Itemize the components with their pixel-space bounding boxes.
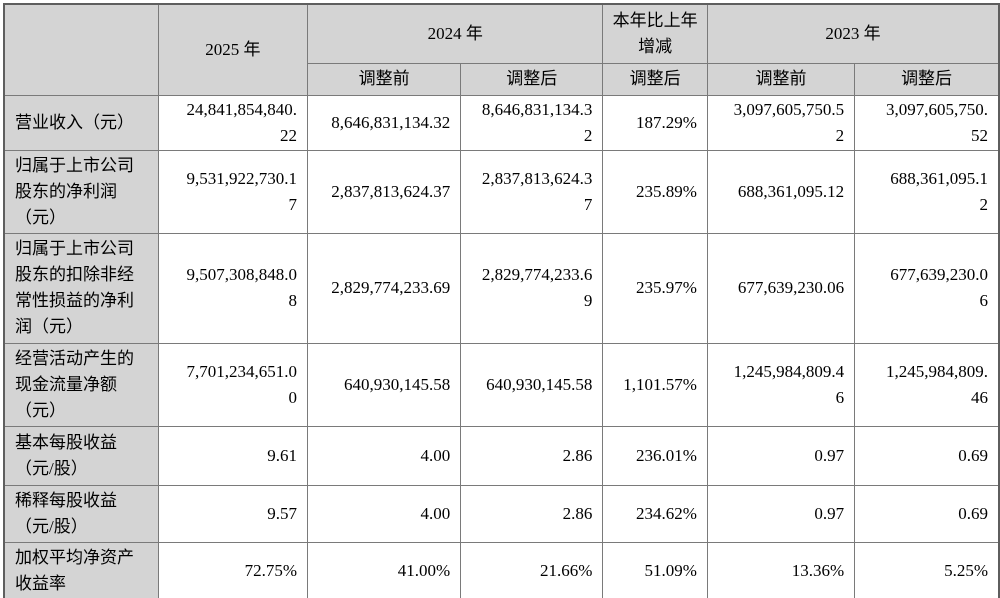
value-2024-after: 2.86 (460, 425, 604, 486)
value-2023-after: 0.69 (854, 484, 1000, 543)
value-yoy-change: 234.62% (602, 484, 708, 543)
corner-cell (3, 3, 159, 96)
value-yoy-change: 235.97% (602, 232, 708, 344)
row-label: 归属于上市公司股东的扣除非经常性损益的净利润（元） (3, 232, 159, 344)
row-label: 稀释每股收益（元/股） (3, 484, 159, 543)
value-2025: 9,507,308,848.08 (157, 232, 309, 344)
table-row: 基本每股收益（元/股） 9.61 4.00 2.86 236.01% 0.97 … (3, 425, 1000, 486)
header-2023: 2023 年 (706, 3, 1000, 64)
value-yoy-change: 51.09% (602, 541, 708, 598)
value-2024-after: 640,930,145.58 (460, 342, 604, 427)
table-row: 经营活动产生的现金流量净额（元） 7,701,234,651.00 640,93… (3, 342, 1000, 427)
value-2024-after: 2.86 (460, 484, 604, 543)
value-2024-before: 4.00 (307, 484, 462, 543)
value-2023-before: 0.97 (706, 425, 856, 486)
value-2023-after: 3,097,605,750.52 (854, 94, 1000, 151)
table-row: 加权平均净资产收益率 72.75% 41.00% 21.66% 51.09% 1… (3, 541, 1000, 598)
value-2025: 24,841,854,840.22 (157, 94, 309, 151)
value-2023-before: 0.97 (706, 484, 856, 543)
value-2023-after: 0.69 (854, 425, 1000, 486)
value-2023-after: 5.25% (854, 541, 1000, 598)
value-2024-before: 8,646,831,134.32 (307, 94, 462, 151)
value-2023-before: 3,097,605,750.52 (706, 94, 856, 151)
header-2024: 2024 年 (307, 3, 604, 64)
row-label: 基本每股收益（元/股） (3, 425, 159, 486)
value-2023-before: 688,361,095.12 (706, 149, 856, 234)
value-2025: 7,701,234,651.00 (157, 342, 309, 427)
value-2024-before: 640,930,145.58 (307, 342, 462, 427)
value-yoy-change: 1,101.57% (602, 342, 708, 427)
value-2023-before: 13.36% (706, 541, 856, 598)
header-2024-after-adjust: 调整后 (460, 62, 604, 96)
value-2025: 9.61 (157, 425, 309, 486)
row-label: 加权平均净资产收益率 (3, 541, 159, 598)
value-2023-before: 677,639,230.06 (706, 232, 856, 344)
header-change-after-adjust: 调整后 (602, 62, 708, 96)
value-2024-after: 21.66% (460, 541, 604, 598)
table-row: 营业收入（元） 24,841,854,840.22 8,646,831,134.… (3, 94, 1000, 151)
value-yoy-change: 236.01% (602, 425, 708, 486)
value-2024-before: 4.00 (307, 425, 462, 486)
table-row: 归属于上市公司股东的扣除非经常性损益的净利润（元） 9,507,308,848.… (3, 232, 1000, 344)
value-2025: 72.75% (157, 541, 309, 598)
financial-summary-table: 2025 年 2024 年 本年比上年增减 2023 年 调整前 调整后 调整后… (3, 3, 1000, 598)
row-label: 营业收入（元） (3, 94, 159, 151)
value-2024-before: 2,837,813,624.37 (307, 149, 462, 234)
value-2024-before: 2,829,774,233.69 (307, 232, 462, 344)
header-2024-before-adjust: 调整前 (307, 62, 462, 96)
header-yoy-change: 本年比上年增减 (602, 3, 708, 64)
value-2025: 9.57 (157, 484, 309, 543)
header-2025: 2025 年 (157, 3, 309, 96)
value-yoy-change: 187.29% (602, 94, 708, 151)
value-2025: 9,531,922,730.17 (157, 149, 309, 234)
value-2024-before: 41.00% (307, 541, 462, 598)
header-2023-after-adjust: 调整后 (854, 62, 1000, 96)
value-2023-after: 1,245,984,809.46 (854, 342, 1000, 427)
header-2023-before-adjust: 调整前 (706, 62, 856, 96)
value-2024-after: 2,829,774,233.69 (460, 232, 604, 344)
table-row: 稀释每股收益（元/股） 9.57 4.00 2.86 234.62% 0.97 … (3, 484, 1000, 543)
table-row: 归属于上市公司股东的净利润（元） 9,531,922,730.17 2,837,… (3, 149, 1000, 234)
value-2024-after: 8,646,831,134.32 (460, 94, 604, 151)
value-yoy-change: 235.89% (602, 149, 708, 234)
value-2024-after: 2,837,813,624.37 (460, 149, 604, 234)
row-label: 归属于上市公司股东的净利润（元） (3, 149, 159, 234)
value-2023-before: 1,245,984,809.46 (706, 342, 856, 427)
row-label: 经营活动产生的现金流量净额（元） (3, 342, 159, 427)
value-2023-after: 677,639,230.06 (854, 232, 1000, 344)
value-2023-after: 688,361,095.12 (854, 149, 1000, 234)
